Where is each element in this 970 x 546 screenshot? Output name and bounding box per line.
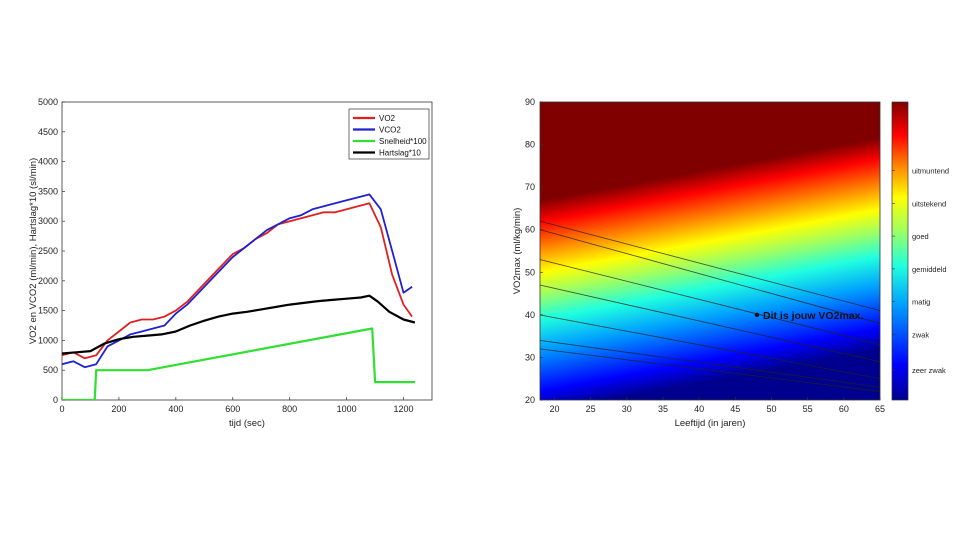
left-xtick-label: 800 — [282, 404, 297, 414]
left-xtick-label: 600 — [225, 404, 240, 414]
vo2max-marker — [754, 312, 760, 318]
left-xtick-label: 0 — [59, 404, 64, 414]
contour-line — [540, 259, 880, 346]
legend-entry: VO2 — [379, 114, 396, 123]
heatmap-area — [540, 102, 880, 400]
colorbar-label: matig — [912, 298, 930, 307]
left-ytick-label: 2000 — [38, 276, 58, 286]
left-xtick-label: 1200 — [394, 404, 414, 414]
right-ytick-label: 30 — [525, 352, 535, 362]
right-xlabel: Leeftijd (in jaren) — [675, 418, 746, 429]
right-xtick-label: 20 — [549, 404, 559, 414]
colorbar-label: goed — [912, 232, 929, 241]
left-ytick-label: 2500 — [38, 246, 58, 256]
series-line-hartslag-10 — [62, 294, 416, 355]
series-line-vo2 — [62, 202, 413, 360]
contour-line — [540, 229, 880, 324]
left-xtick-label: 400 — [168, 404, 183, 414]
right-xtick-label: 55 — [803, 404, 813, 414]
vo2max-marker-label: Dit is jouw VO2max. — [763, 310, 863, 322]
right-ytick-label: 80 — [525, 140, 535, 150]
colorbar-label: uitmuntend — [912, 167, 949, 176]
right-ytick-label: 20 — [525, 395, 535, 405]
legend-entry: Snelheid*100 — [379, 137, 427, 146]
colorbar-label: uitstekend — [912, 199, 946, 208]
legend-entry: VCO2 — [379, 126, 401, 135]
right-ytick-label: 70 — [525, 182, 535, 192]
contour-line — [540, 348, 880, 392]
right-xtick-label: 45 — [730, 404, 740, 414]
contour-line — [540, 339, 880, 388]
series-line-snelheid-100 — [62, 327, 415, 400]
contour-line — [540, 220, 880, 312]
left-xlabel: tijd (sec) — [229, 418, 265, 429]
left-ytick-label: 4500 — [38, 127, 58, 137]
right-xtick-label: 65 — [875, 404, 885, 414]
legend-entry: Hartslag*10 — [379, 149, 421, 158]
heatmap-frame — [539, 101, 881, 401]
colorbar-label: gemiddeld — [912, 265, 947, 274]
right-ylabel: VO2max (ml/kg/min) — [512, 208, 523, 295]
colorbar-label: zwak — [912, 330, 929, 339]
left-legend: VO2 VCO2 Snelheid*100 Hartslag*10 — [348, 108, 430, 160]
left-ytick-label: 0 — [53, 395, 58, 405]
contour-line — [540, 284, 880, 363]
right-xtick-label: 35 — [658, 404, 668, 414]
left-ytick-label: 500 — [43, 365, 58, 375]
right-chart: 20 25 30 35 40 45 50 55 60 65 20 30 40 50 60 70 80 90 Dit… — [512, 97, 949, 429]
left-ytick-label: 4000 — [38, 157, 58, 167]
contour-line — [540, 314, 880, 380]
left-xtick-label: 1000 — [337, 404, 357, 414]
right-ytick-label: 60 — [525, 225, 535, 235]
right-ytick-label: 50 — [525, 267, 535, 277]
left-ytick-label: 1000 — [38, 335, 58, 345]
colorbar — [891, 101, 909, 401]
left-xtick-label: 200 — [111, 404, 126, 414]
colorbar-label: zeer zwak — [912, 366, 946, 375]
left-ylabel: VO2 en VCO2 (ml/min), Hartslag*10 (sl/mi… — [28, 158, 39, 344]
left-ytick-label: 5000 — [38, 97, 58, 107]
heatmap-gradient — [540, 102, 880, 400]
right-xtick-label: 40 — [694, 404, 704, 414]
left-ytick-label: 1500 — [38, 306, 58, 316]
right-xtick-label: 50 — [766, 404, 776, 414]
right-ytick-label: 40 — [525, 310, 535, 320]
left-chart: 0 200 400 600 800 1000 1200 0 500 1000 1500 2000 250… — [28, 97, 433, 429]
right-xtick-label: 30 — [622, 404, 632, 414]
left-ytick-label: 3500 — [38, 186, 58, 196]
right-ytick-label: 90 — [525, 97, 535, 107]
left-ytick-label: 3000 — [38, 216, 58, 226]
right-xtick-label: 60 — [839, 404, 849, 414]
right-xtick-label: 25 — [586, 404, 596, 414]
